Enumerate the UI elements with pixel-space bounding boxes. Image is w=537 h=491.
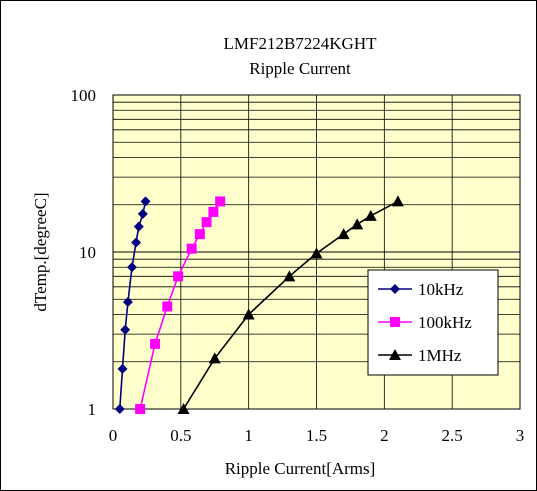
legend-marker bbox=[390, 284, 400, 294]
data-point bbox=[173, 271, 184, 282]
legend-label: 10kHz bbox=[418, 280, 464, 299]
data-point bbox=[201, 217, 212, 228]
data-point bbox=[117, 363, 128, 374]
y-tick-label: 1 bbox=[88, 400, 97, 419]
x-tick-label: 2 bbox=[380, 426, 389, 445]
data-point bbox=[114, 404, 125, 414]
x-tick-labels: 0 0.5 1 1.5 2 2.5 3 bbox=[109, 426, 525, 445]
data-point bbox=[364, 209, 377, 221]
data-point bbox=[391, 195, 404, 207]
data-point bbox=[351, 218, 364, 230]
data-point bbox=[120, 324, 131, 335]
legend-label: 100kHz bbox=[418, 313, 472, 332]
y-tick-label: 100 bbox=[71, 86, 97, 105]
data-point bbox=[122, 297, 133, 308]
legend-label: 1MHz bbox=[418, 346, 462, 365]
data-point bbox=[162, 301, 173, 312]
chart-subtitle: Ripple Current bbox=[249, 59, 351, 78]
data-point bbox=[133, 221, 144, 232]
x-tick-label: 1 bbox=[244, 426, 253, 445]
x-tick-label: 3 bbox=[516, 426, 525, 445]
plot-border bbox=[112, 94, 521, 410]
series-group bbox=[114, 195, 404, 414]
legend-item-100kHz: 100kHz bbox=[378, 313, 472, 332]
series-100kHz bbox=[135, 196, 226, 414]
x-tick-label: 0.5 bbox=[170, 426, 191, 445]
data-point bbox=[150, 338, 161, 349]
legend: 10kHz 100kHz 1MHz bbox=[367, 269, 499, 376]
y-tick-labels: 1 10 100 bbox=[71, 86, 97, 419]
data-point bbox=[242, 308, 255, 320]
data-point bbox=[194, 229, 205, 240]
data-point bbox=[177, 403, 190, 414]
legend-marker bbox=[390, 317, 400, 327]
data-point bbox=[283, 270, 296, 282]
legend-marker bbox=[389, 349, 401, 360]
data-point bbox=[131, 237, 142, 248]
x-tick-label: 2.5 bbox=[442, 426, 463, 445]
series-10kHz bbox=[114, 196, 151, 414]
data-point bbox=[140, 196, 151, 207]
legend-item-10kHz: 10kHz bbox=[378, 280, 464, 299]
x-axis-label: Ripple Current[Arms] bbox=[225, 459, 376, 478]
data-point bbox=[208, 352, 221, 364]
x-tick-label: 0 bbox=[109, 426, 118, 445]
data-point bbox=[135, 404, 146, 414]
data-point bbox=[208, 206, 219, 217]
data-point bbox=[337, 228, 350, 240]
chart-title: LMF212B7224KGHT bbox=[223, 34, 377, 53]
data-point bbox=[215, 196, 226, 207]
data-point bbox=[126, 262, 137, 273]
y-axis-label: dTemp.[degreeC] bbox=[31, 192, 50, 311]
y-tick-label: 10 bbox=[79, 243, 96, 262]
legend-item-1MHz: 1MHz bbox=[378, 346, 462, 365]
data-point bbox=[137, 208, 148, 219]
x-tick-label: 1.5 bbox=[306, 426, 327, 445]
series-1MHz bbox=[177, 195, 404, 414]
data-point bbox=[186, 243, 197, 254]
data-point bbox=[310, 247, 323, 259]
